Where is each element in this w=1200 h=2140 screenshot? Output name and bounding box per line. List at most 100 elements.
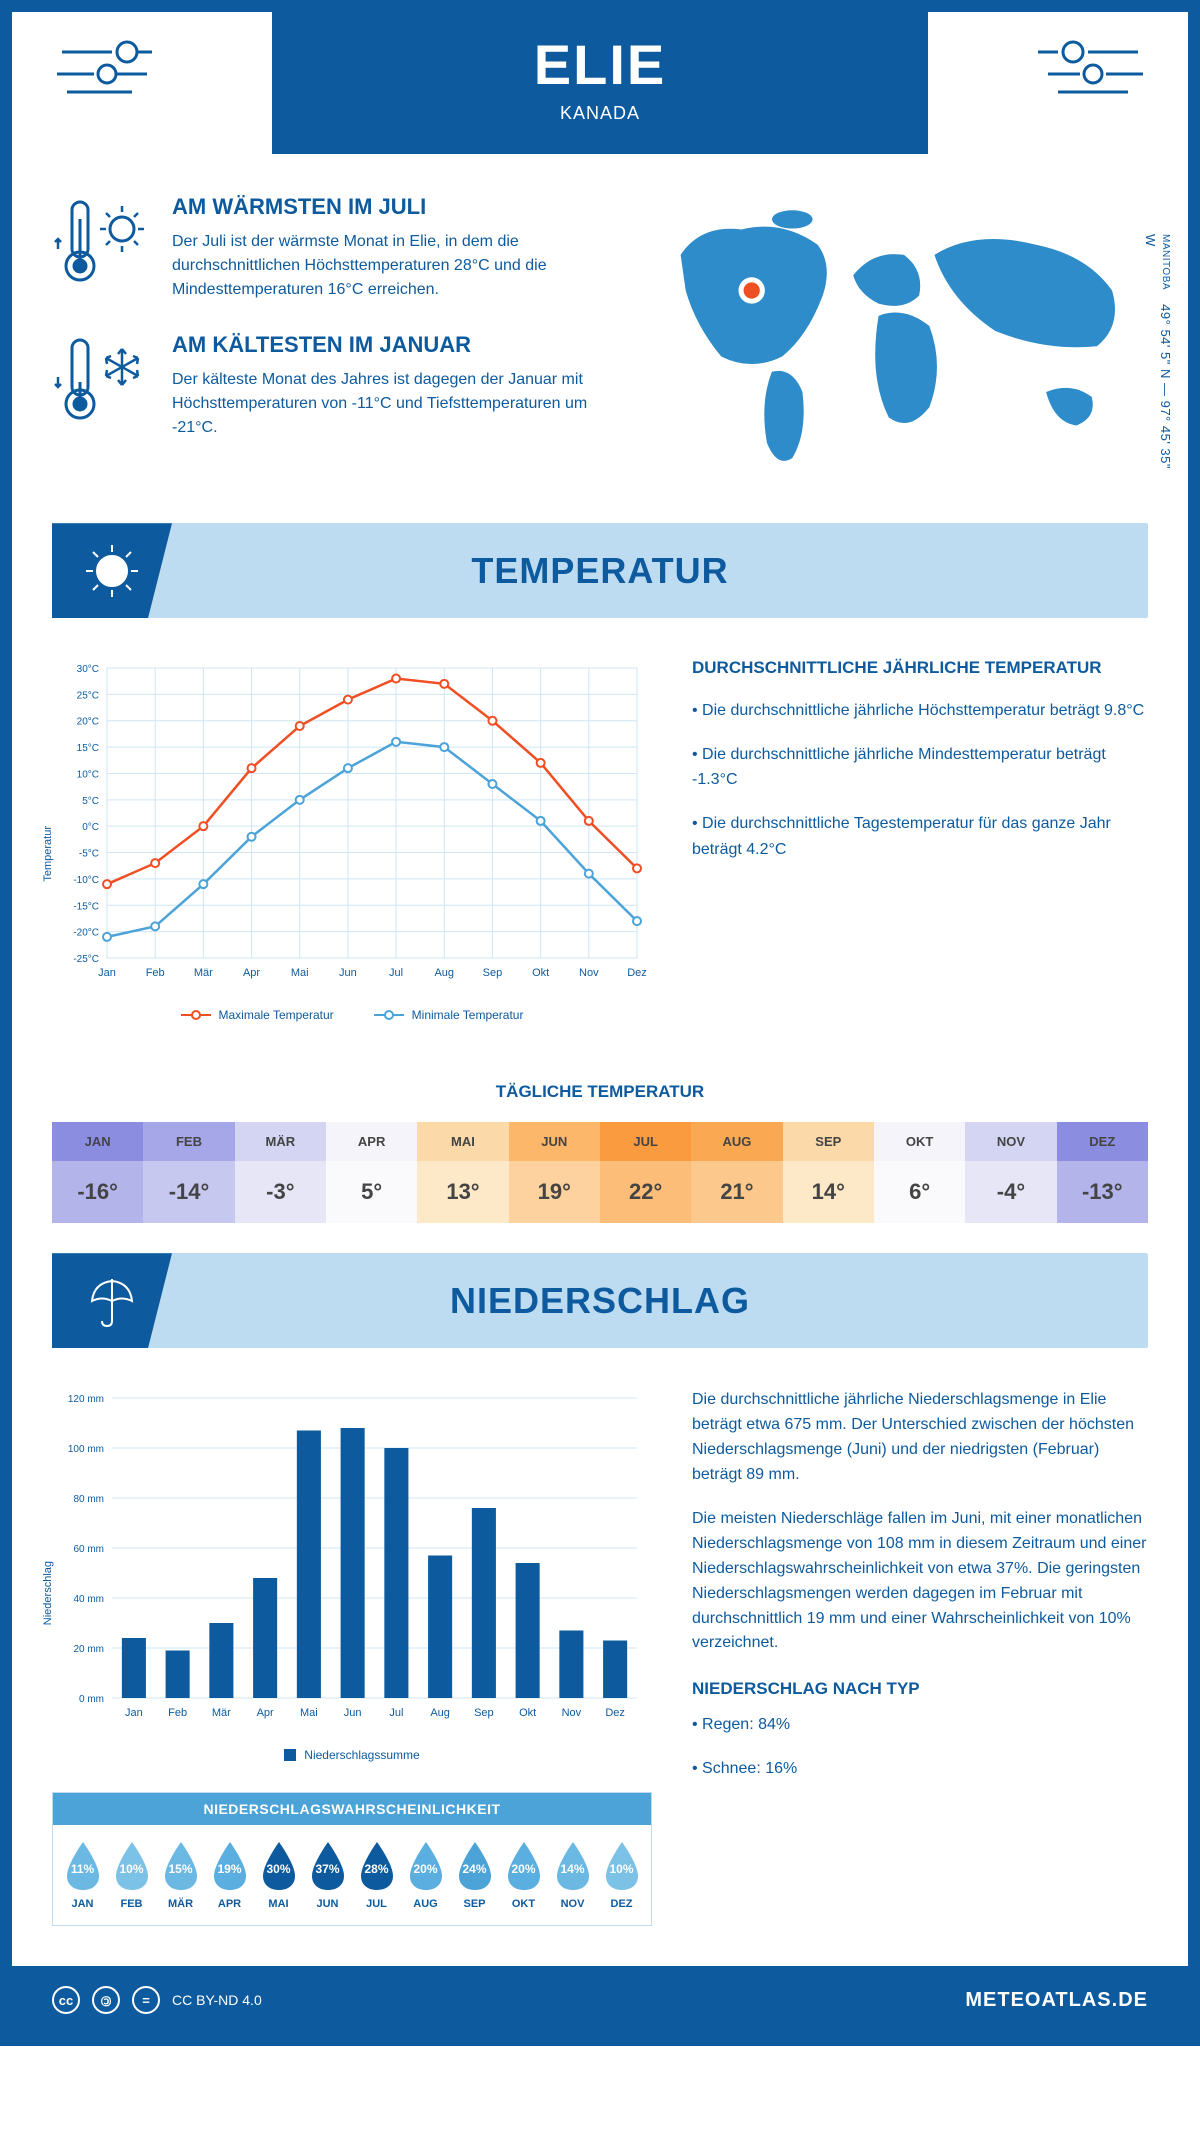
svg-text:15°C: 15°C xyxy=(77,743,99,754)
coldest-summary: AM KÄLTESTEN IM JANUAR Der kälteste Mona… xyxy=(52,332,610,440)
drop-icon: 10% xyxy=(601,1840,643,1892)
precip-legend: Niederschlagssumme xyxy=(52,1748,652,1762)
precip-p2: Die meisten Niederschläge fallen im Juni… xyxy=(692,1507,1148,1656)
daily-temp-cell: SEP 14° xyxy=(783,1122,874,1223)
svg-text:30°C: 30°C xyxy=(77,664,99,675)
world-map: MANITOBA 49° 54' 5" N — 97° 45' 35" W xyxy=(640,194,1148,483)
svg-text:20°C: 20°C xyxy=(77,717,99,728)
cc-icon: cc xyxy=(52,1986,80,2014)
warmest-title: AM WÄRMSTEN IM JULI xyxy=(172,194,610,220)
prob-cell: 10% FEB xyxy=(107,1840,156,1910)
license-text: CC BY-ND 4.0 xyxy=(172,1992,262,2008)
drop-icon: 11% xyxy=(62,1840,104,1892)
svg-text:-5°C: -5°C xyxy=(79,849,99,860)
prob-cell: 24% SEP xyxy=(450,1840,499,1910)
precip-type-item: • Schnee: 16% xyxy=(692,1757,1148,1782)
drop-icon: 37% xyxy=(307,1840,349,1892)
drop-icon: 15% xyxy=(160,1840,202,1892)
summary-column: AM WÄRMSTEN IM JULI Der Juli ist der wär… xyxy=(52,194,610,483)
drop-icon: 28% xyxy=(356,1840,398,1892)
umbrella-icon xyxy=(52,1253,172,1348)
temp-info-item: • Die durchschnittliche jährliche Mindes… xyxy=(692,742,1148,793)
daily-temp-cell: OKT 6° xyxy=(874,1122,965,1223)
svg-text:Apr: Apr xyxy=(243,967,260,979)
sun-icon xyxy=(52,523,172,618)
svg-text:Mär: Mär xyxy=(194,967,213,979)
site-name: METEOATLAS.DE xyxy=(965,1989,1148,2012)
drop-icon: 19% xyxy=(209,1840,251,1892)
daily-temp-cell: MAI 13° xyxy=(417,1122,508,1223)
prob-cell: 20% OKT xyxy=(499,1840,548,1910)
svg-text:Apr: Apr xyxy=(257,1707,274,1719)
temp-line-chart: -25°C-20°C-15°C-10°C-5°C0°C5°C10°C15°C20… xyxy=(52,658,652,988)
svg-text:Jul: Jul xyxy=(389,967,403,979)
daily-temp-cell: DEZ -13° xyxy=(1057,1122,1148,1223)
svg-text:Jan: Jan xyxy=(125,1707,143,1719)
precip-type-title: NIEDERSCHLAG NACH TYP xyxy=(692,1676,1148,1702)
svg-text:Nov: Nov xyxy=(562,1707,582,1719)
svg-text:Feb: Feb xyxy=(168,1707,187,1719)
title-banner: ELIE KANADA xyxy=(272,12,928,154)
infographic-container: ELIE KANADA AM WÄRMSTEN IM JULI Der Juli… xyxy=(0,0,1200,2046)
svg-text:Okt: Okt xyxy=(532,967,549,979)
svg-text:Nov: Nov xyxy=(579,967,599,979)
daily-temp-cell: AUG 21° xyxy=(691,1122,782,1223)
drop-icon: 14% xyxy=(552,1840,594,1892)
daily-temp-cell: JUL 22° xyxy=(600,1122,691,1223)
nd-icon: = xyxy=(132,1986,160,2014)
prob-cell: 11% JAN xyxy=(58,1840,107,1910)
coordinates: MANITOBA 49° 54' 5" N — 97° 45' 35" W xyxy=(1143,234,1173,483)
drop-icon: 30% xyxy=(258,1840,300,1892)
svg-text:Mär: Mär xyxy=(212,1707,231,1719)
svg-text:Mai: Mai xyxy=(291,967,309,979)
daily-temp-cell: JUN 19° xyxy=(509,1122,600,1223)
footer: cc 🄯 = CC BY-ND 4.0 METEOATLAS.DE xyxy=(12,1966,1188,2034)
precipitation-left: Niederschlag 0 mm20 mm40 mm60 mm80 mm100… xyxy=(52,1388,652,1926)
drop-icon: 20% xyxy=(503,1840,545,1892)
temp-info-title: DURCHSCHNITTLICHE JÄHRLICHE TEMPERATUR xyxy=(692,658,1148,678)
temp-ylabel: Temperatur xyxy=(42,826,54,882)
prob-cell: 15% MÄR xyxy=(156,1840,205,1910)
svg-text:-15°C: -15°C xyxy=(73,902,99,913)
daily-temp-title: TÄGLICHE TEMPERATUR xyxy=(12,1082,1188,1102)
probability-title: NIEDERSCHLAGSWAHRSCHEINLICHKEIT xyxy=(53,1793,651,1825)
svg-text:20 mm: 20 mm xyxy=(73,1644,104,1655)
daily-temp-cell: JAN -16° xyxy=(52,1122,143,1223)
warmest-summary: AM WÄRMSTEN IM JULI Der Juli ist der wär… xyxy=(52,194,610,302)
license: cc 🄯 = CC BY-ND 4.0 xyxy=(52,1986,262,2014)
svg-text:Dez: Dez xyxy=(605,1707,625,1719)
prob-cell: 19% APR xyxy=(205,1840,254,1910)
warmest-text: AM WÄRMSTEN IM JULI Der Juli ist der wär… xyxy=(172,194,610,302)
coldest-body: Der kälteste Monat des Jahres ist dagege… xyxy=(172,368,610,440)
precip-type-item: • Regen: 84% xyxy=(692,1713,1148,1738)
svg-text:Feb: Feb xyxy=(146,967,165,979)
intro-section: AM WÄRMSTEN IM JULI Der Juli ist der wär… xyxy=(12,154,1188,503)
svg-text:-20°C: -20°C xyxy=(73,928,99,939)
header-row: ELIE KANADA xyxy=(12,12,1188,154)
svg-text:Jan: Jan xyxy=(98,967,116,979)
svg-text:Jun: Jun xyxy=(344,1707,362,1719)
prob-cell: 28% JUL xyxy=(352,1840,401,1910)
drop-icon: 24% xyxy=(454,1840,496,1892)
coldest-text: AM KÄLTESTEN IM JANUAR Der kälteste Mona… xyxy=(172,332,610,440)
location-title: ELIE xyxy=(292,32,908,97)
prob-cell: 10% DEZ xyxy=(597,1840,646,1910)
svg-text:0°C: 0°C xyxy=(82,822,99,833)
svg-text:-10°C: -10°C xyxy=(73,875,99,886)
temp-info-item: • Die durchschnittliche jährliche Höchst… xyxy=(692,698,1148,724)
svg-text:120 mm: 120 mm xyxy=(68,1394,104,1405)
svg-text:40 mm: 40 mm xyxy=(73,1594,104,1605)
svg-text:5°C: 5°C xyxy=(82,796,99,807)
svg-text:Dez: Dez xyxy=(627,967,647,979)
precipitation-section-header: NIEDERSCHLAG xyxy=(52,1253,1148,1348)
temp-info-item: • Die durchschnittliche Tagestemperatur … xyxy=(692,811,1148,862)
temperature-section-header: TEMPERATUR xyxy=(52,523,1148,618)
svg-text:Jun: Jun xyxy=(339,967,357,979)
svg-text:100 mm: 100 mm xyxy=(68,1444,104,1455)
by-icon: 🄯 xyxy=(92,1986,120,2014)
probability-section: NIEDERSCHLAGSWAHRSCHEINLICHKEIT 11% JAN … xyxy=(52,1792,652,1926)
daily-temp-table: JAN -16° FEB -14° MÄR -3° APR 5° MAI 13°… xyxy=(52,1122,1148,1223)
thermometer-sun-icon xyxy=(52,194,152,302)
thermometer-snow-icon xyxy=(52,332,152,440)
svg-text:10°C: 10°C xyxy=(77,770,99,781)
